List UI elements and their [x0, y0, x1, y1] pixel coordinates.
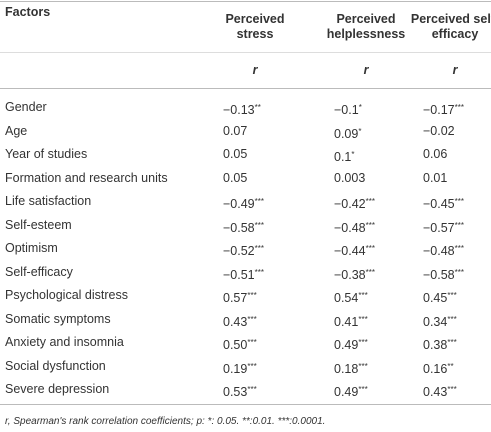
value-cell: −0.17***: [423, 103, 464, 117]
row-label: Age: [5, 123, 28, 138]
value-cell: −0.13**: [223, 103, 261, 117]
value-cell: −0.48***: [423, 244, 464, 258]
value-cell: 0.06: [423, 147, 448, 161]
row-label: Optimism: [5, 241, 58, 255]
rule: [0, 88, 491, 89]
subheader-cell: r: [363, 63, 369, 77]
row-label: Anxiety and insomnia: [5, 335, 124, 349]
value-cell: 0.49***: [334, 338, 368, 352]
value-cell: 0.1*: [334, 150, 355, 164]
value-cell: −0.49***: [223, 197, 264, 211]
row-label: Gender: [5, 100, 47, 114]
row-label: Social dysfunction: [5, 358, 106, 373]
value-cell: −0.1*: [334, 103, 362, 117]
value-cell: −0.42***: [334, 197, 375, 211]
value-cell: 0.49***: [334, 385, 368, 399]
value-cell: 0.43***: [223, 314, 257, 329]
footnote: r, Spearman's rank correlation coefficie…: [5, 416, 326, 427]
subheader-cell: r: [452, 63, 458, 77]
value-cell: −0.51***: [223, 267, 264, 282]
value-cell: −0.38***: [334, 267, 375, 282]
header-cell: Perceived helplessness: [326, 12, 406, 41]
value-cell: −0.45***: [423, 197, 464, 211]
value-cell: 0.45***: [423, 291, 457, 305]
row-label: Somatic symptoms: [5, 311, 111, 326]
value-cell: 0.07: [223, 123, 248, 138]
header-cell: Perceived stress: [225, 12, 285, 41]
value-cell: 0.05: [223, 147, 248, 161]
row-label: Formation and research units: [5, 170, 168, 185]
value-cell: 0.41***: [334, 314, 368, 329]
rule: [0, 52, 491, 53]
value-cell: −0.02: [423, 123, 455, 138]
value-cell: 0.16**: [423, 361, 454, 376]
rule: [0, 404, 491, 405]
row-label: Life satisfaction: [5, 194, 92, 208]
value-cell: 0.38***: [423, 338, 457, 352]
value-cell: 0.54***: [334, 291, 368, 305]
value-cell: 0.01: [423, 170, 448, 185]
subheader-cell: r: [252, 63, 258, 77]
rule: [0, 1, 491, 2]
row-label: Year of studies: [5, 147, 88, 161]
value-cell: 0.19***: [223, 361, 257, 376]
header-cell: Factors: [5, 5, 51, 19]
row-label: Self-efficacy: [5, 264, 73, 279]
value-cell: 0.53***: [223, 385, 257, 399]
value-cell: 0.50***: [223, 338, 257, 352]
value-cell: −0.44***: [334, 244, 375, 258]
row-label: Self-esteem: [5, 217, 72, 232]
value-cell: −0.52***: [223, 244, 264, 258]
value-cell: 0.43***: [423, 385, 457, 399]
value-cell: 0.09*: [334, 126, 362, 141]
value-cell: 0.57***: [223, 291, 257, 305]
value-cell: 0.05: [223, 170, 248, 185]
value-cell: −0.58***: [423, 267, 464, 282]
value-cell: 0.34***: [423, 314, 457, 329]
header-cell: Perceived self-efficacy: [410, 12, 491, 41]
row-label: Psychological distress: [5, 288, 128, 302]
value-cell: −0.48***: [334, 220, 375, 235]
value-cell: −0.58***: [223, 220, 264, 235]
value-cell: 0.18***: [334, 361, 368, 376]
value-cell: 0.003: [334, 170, 366, 185]
value-cell: −0.57***: [423, 220, 464, 235]
row-label: Severe depression: [5, 382, 110, 396]
